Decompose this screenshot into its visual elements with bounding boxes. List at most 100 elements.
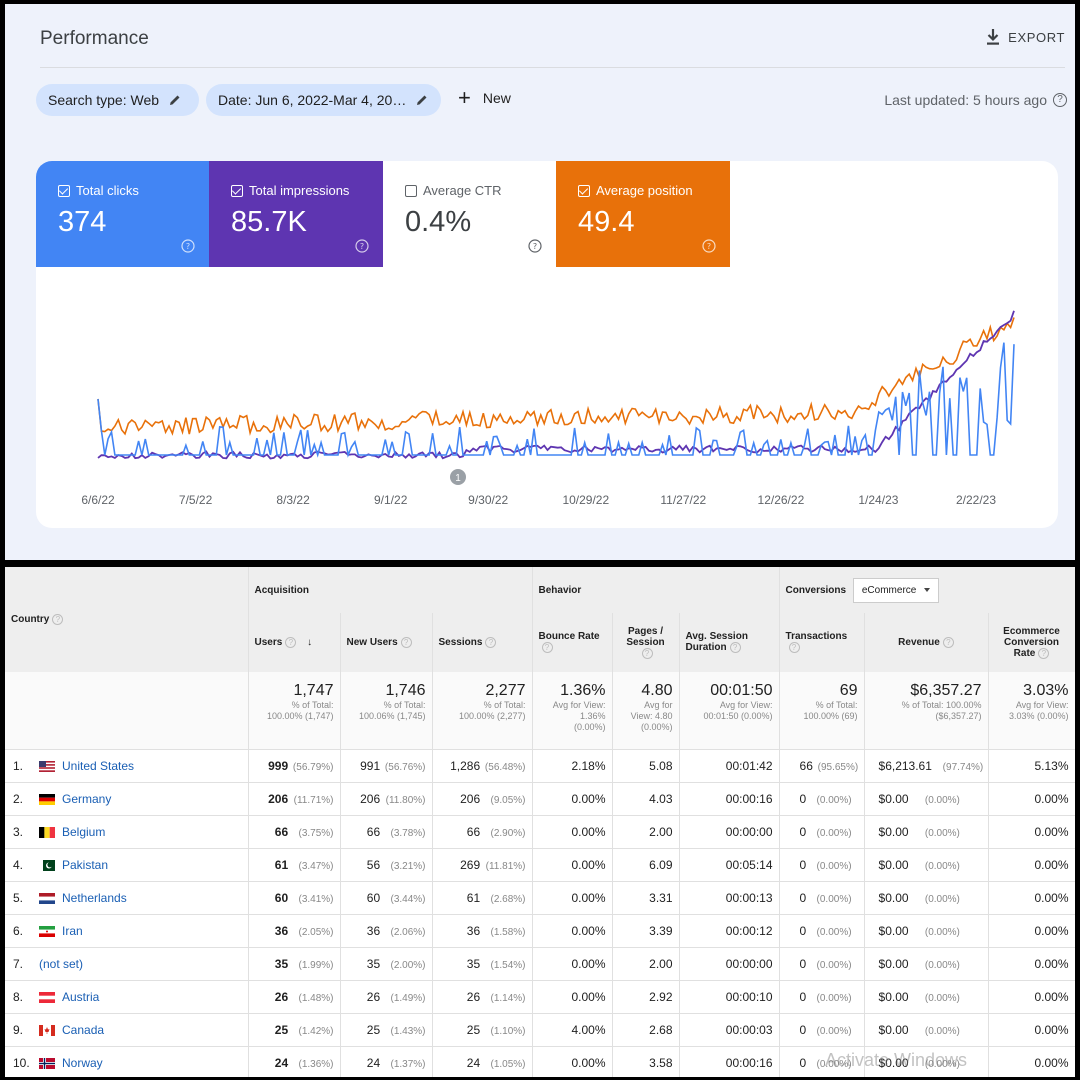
ecom-rate-header[interactable]: Ecommerce Conversion Rate? [988,613,1075,672]
metric-total-clicks[interactable]: Total clicks 374 ? [36,161,209,267]
country-link[interactable]: Canada [62,1022,105,1037]
metric-average-ctr[interactable]: Average CTR 0.4% ? [383,161,556,267]
table-row: 8. Austria 26 (1.48%) 26 (1.49%) 26 (1.14%) 0… [5,980,1075,1014]
checkbox-icon[interactable] [58,184,70,197]
new-users-header[interactable]: New Users? [340,613,433,672]
ecom-rate-cell: 0.00% [988,881,1075,915]
help-icon[interactable]: ? [702,239,716,253]
country-cell[interactable]: 1. United States [5,749,249,783]
country-link[interactable]: Pakistan [62,857,109,872]
svg-text:?: ? [360,242,364,251]
country-cell[interactable]: 10. Norway [5,1046,249,1077]
country-header[interactable]: Country? [5,567,249,672]
help-icon: ? [400,636,412,648]
new-filter-button[interactable]: + New [458,87,511,109]
new-users-cell: 25 (1.43%) [340,1013,433,1047]
duration-cell: 00:00:13 [679,881,780,915]
svg-text:?: ? [707,242,711,251]
country-cell[interactable]: 4. Pakistan [5,848,249,882]
revenue-header[interactable]: Revenue? [864,613,989,672]
country-link[interactable]: Belgium [62,824,106,839]
sessions-header[interactable]: Sessions? [432,613,533,672]
sessions-cell: 1,286 (56.48%) [432,749,533,783]
table-row: 3. Belgium 66 (3.75%) 66 (3.78%) 66 (2.90%) 0… [5,815,1075,849]
date-range-label: Date: Jun 6, 2022-Mar 4, 20… [218,92,407,108]
export-button[interactable]: EXPORT [986,28,1065,46]
checkbox-icon[interactable] [405,184,417,197]
transactions-cell: 0 (0.00%) [779,782,865,816]
sessions-cell: 269 (11.81%) [432,848,533,882]
avg-duration-header[interactable]: Avg. Session Duration? [679,613,780,672]
svg-text:?: ? [186,242,190,251]
country-link[interactable]: Norway [62,1055,103,1070]
checkbox-icon[interactable] [578,184,590,197]
transactions-cell: 0 (0.00%) [779,881,865,915]
country-cell[interactable]: 5. Netherlands [5,881,249,915]
annotation-marker[interactable]: 1 [450,469,466,485]
users-header[interactable]: Users? ↓ [248,613,341,672]
conversion-type-select[interactable]: eCommerce [852,577,940,603]
sessions-cell: 61 (2.68%) [432,881,533,915]
transactions-cell: 0 (0.00%) [779,815,865,849]
bounce-rate-header[interactable]: Bounce Rate? [532,613,613,672]
transactions-cell: 0 (0.00%) [779,980,865,1014]
users-cell: 26 (1.48%) [248,980,341,1014]
country-link[interactable]: United States [62,758,135,773]
total-ecom-rate: 3.03% Avg for View: 3.03% (0.00%) [988,672,1075,750]
row-number: 7. [13,956,24,971]
flag-no-icon [39,1057,55,1069]
help-icon[interactable]: ? [355,239,369,253]
pages-cell: 4.03 [612,782,680,816]
help-icon: ? [788,642,800,654]
help-icon: ? [285,636,297,648]
country-cell[interactable]: 8. Austria [5,980,249,1014]
search-type-chip[interactable]: Search type: Web [36,84,199,116]
table-row: 10. Norway 24 (1.36%) 24 (1.37%) 24 (1.05%) 0… [5,1046,1075,1077]
country-link[interactable]: (not set) [39,956,84,971]
metric-average-position[interactable]: Average position 49.4 ? [556,161,730,267]
total-bounce-rate: 1.36% Avg for View: 1.36% (0.00%) [532,672,613,750]
search-type-label: Search type: Web [48,92,160,108]
duration-cell: 00:00:16 [679,1046,780,1077]
revenue-cell: $0.00 (0.00%) [864,980,989,1014]
x-axis-ticks: 6/6/22 7/5/22 8/3/22 9/1/22 9/30/22 10/29/22 1… [81,493,996,507]
country-link[interactable]: Germany [62,791,112,806]
bounce-cell: 0.00% [532,914,613,948]
ecom-rate-cell: 0.00% [988,980,1075,1014]
country-link[interactable]: Iran [62,923,83,938]
metric-total-impressions[interactable]: Total impressions 85.7K ? [209,161,383,267]
country-cell[interactable]: 6. Iran [5,914,249,948]
help-icon[interactable]: ? [181,239,195,253]
country-link[interactable]: Netherlands [62,890,127,905]
users-cell: 60 (3.41%) [248,881,341,915]
flag-be-icon [39,826,55,838]
help-icon: ? [485,636,497,648]
country-cell[interactable]: 7. (not set) [5,947,249,981]
behavior-group-header: Behavior [532,567,780,613]
x-tick-label: 6/6/22 [81,493,115,507]
flag-ir-icon [39,925,55,937]
acquisition-group-header: Acquisition [248,567,533,613]
checkbox-icon[interactable] [231,184,243,197]
transactions-header[interactable]: Transactions? [779,613,865,672]
country-cell[interactable]: 9. Canada [5,1013,249,1047]
users-cell: 36 (2.05%) [248,914,341,948]
transactions-cell: 66 (95.65%) [779,749,865,783]
help-icon[interactable]: ? [1053,93,1067,107]
users-cell: 24 (1.36%) [248,1046,341,1077]
pages-cell: 3.58 [612,1046,680,1077]
users-cell: 999 (56.79%) [248,749,341,783]
help-icon[interactable]: ? [528,239,542,253]
date-range-chip[interactable]: Date: Jun 6, 2022-Mar 4, 20… [206,84,441,116]
transactions-cell: 0 (0.00%) [779,914,865,948]
table-row: 5. Netherlands 60 (3.41%) 60 (3.44%) 61 (2.6… [5,881,1075,915]
country-link[interactable]: Austria [62,989,100,1004]
new-users-cell: 36 (2.06%) [340,914,433,948]
performance-line-chart: 6/6/22 7/5/22 8/3/22 9/1/22 9/30/22 10/29/22 1… [81,310,1015,507]
pages-session-header[interactable]: Pages / Session? [612,613,680,672]
flag-us-icon [39,760,55,772]
country-cell[interactable]: 2. Germany [5,782,249,816]
country-cell[interactable]: 3. Belgium [5,815,249,849]
sessions-cell: 24 (1.05%) [432,1046,533,1077]
revenue-cell: $0.00 (0.00%) [864,1046,989,1077]
